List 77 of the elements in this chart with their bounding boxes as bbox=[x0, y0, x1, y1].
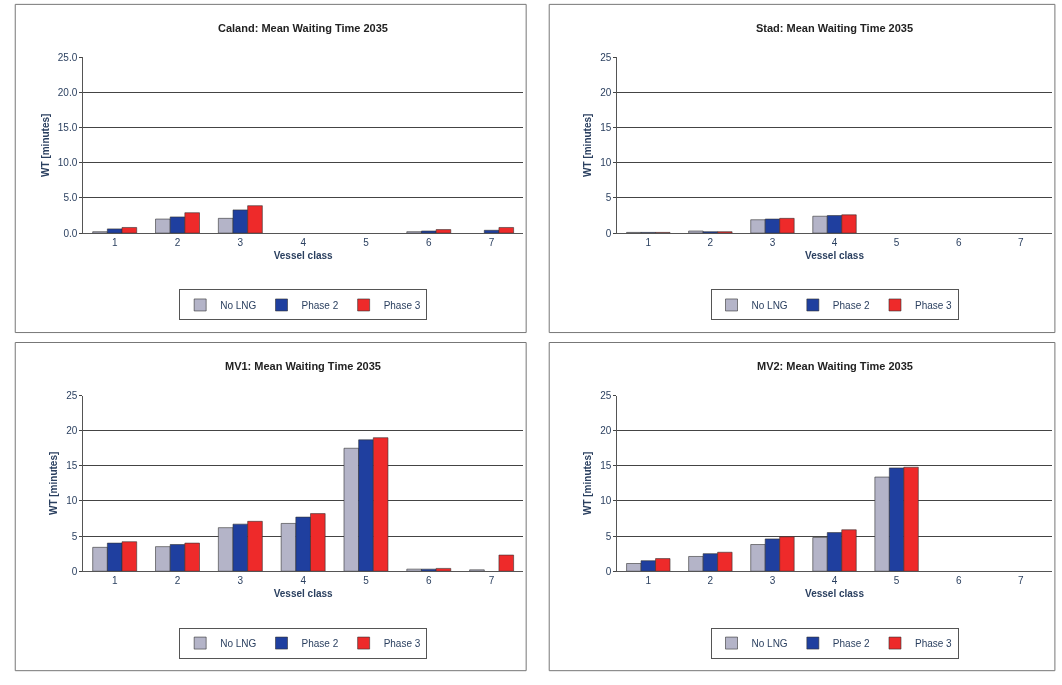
y-axis-title: WT [minutes] bbox=[582, 451, 594, 516]
y-tick-label: 20 bbox=[66, 425, 78, 437]
y-tick-label: 10.0 bbox=[57, 157, 78, 169]
y-tick-label: 25.0 bbox=[57, 51, 78, 63]
y-tick-label: 15 bbox=[600, 122, 612, 134]
x-tick-label: 2 bbox=[707, 575, 714, 587]
bar bbox=[498, 554, 514, 572]
legend-label: No LNG bbox=[751, 637, 788, 649]
x-tick-label: 2 bbox=[174, 237, 181, 249]
x-tick-label: 3 bbox=[237, 575, 244, 587]
chart-title: Stad: Mean Waiting Time 2035 bbox=[756, 22, 914, 34]
x-tick-label: 4 bbox=[831, 237, 838, 249]
x-tick-label: 1 bbox=[645, 575, 652, 587]
legend-label: No LNG bbox=[220, 637, 257, 649]
x-tick-label: 7 bbox=[1017, 237, 1024, 249]
chart-title: MV2: Mean Waiting Time 2035 bbox=[757, 360, 913, 372]
y-axis-title: WT [minutes] bbox=[582, 113, 594, 177]
x-tick-label: 3 bbox=[769, 575, 776, 587]
x-tick-label: 7 bbox=[488, 237, 495, 249]
y-tick-label: 5 bbox=[71, 530, 78, 542]
y-tick-label: 5 bbox=[605, 530, 612, 542]
x-tick-label: 2 bbox=[174, 575, 181, 587]
x-tick-label: 3 bbox=[769, 237, 776, 249]
x-tick-label: 1 bbox=[111, 237, 118, 249]
y-tick-label: 5.0 bbox=[63, 192, 78, 204]
x-tick-label: 6 bbox=[426, 575, 433, 587]
x-axis-title: Vessel class bbox=[805, 587, 865, 599]
y-tick-label: 25 bbox=[66, 390, 78, 402]
y-tick-label: 15.0 bbox=[57, 122, 78, 134]
y-tick-label: 0 bbox=[71, 565, 78, 577]
legend-label: Phase 3 bbox=[383, 299, 421, 311]
x-tick-label: 6 bbox=[426, 237, 433, 249]
x-axis-title: Vessel class bbox=[805, 249, 865, 261]
legend-label: No LNG bbox=[220, 299, 257, 311]
x-tick-label: 5 bbox=[363, 237, 370, 249]
y-axis-title: WT [minutes] bbox=[39, 113, 51, 177]
x-tick-label: 1 bbox=[111, 575, 118, 587]
x-tick-label: 6 bbox=[955, 575, 962, 587]
y-tick-label: 0 bbox=[605, 565, 612, 577]
legend-label: Phase 3 bbox=[383, 637, 421, 649]
y-tick-label: 10 bbox=[600, 157, 612, 169]
y-tick-label: 25 bbox=[600, 390, 612, 402]
y-tick-label: 5 bbox=[605, 192, 612, 204]
legend-label: Phase 3 bbox=[914, 299, 953, 311]
legend-label: Phase 2 bbox=[832, 637, 870, 649]
x-tick-label: 4 bbox=[300, 237, 307, 249]
x-tick-label: 5 bbox=[893, 575, 900, 587]
chart-title: Caland: Mean Waiting Time 2035 bbox=[218, 22, 388, 34]
y-tick-label: 15 bbox=[600, 460, 612, 472]
x-tick-label: 7 bbox=[1017, 575, 1024, 587]
legend-label: Phase 2 bbox=[301, 299, 339, 311]
y-tick-label: 20.0 bbox=[57, 87, 78, 99]
x-tick-label: 1 bbox=[645, 237, 652, 249]
chart-title: MV1: Mean Waiting Time 2035 bbox=[225, 360, 381, 372]
x-tick-label: 4 bbox=[300, 575, 307, 587]
legend-label: Phase 3 bbox=[914, 637, 953, 649]
x-axis-title: Vessel class bbox=[273, 587, 334, 599]
x-tick-label: 6 bbox=[955, 237, 962, 249]
y-tick-label: 10 bbox=[600, 495, 612, 507]
y-tick-label: 20 bbox=[600, 87, 612, 99]
legend-label: Phase 2 bbox=[832, 299, 870, 311]
y-tick-label: 10 bbox=[66, 495, 78, 507]
x-tick-label: 5 bbox=[893, 237, 900, 249]
legend-label: No LNG bbox=[751, 299, 788, 311]
x-axis-title: Vessel class bbox=[273, 249, 334, 261]
y-axis-title: WT [minutes] bbox=[48, 451, 60, 516]
y-tick-label: 0 bbox=[605, 227, 612, 239]
x-tick-label: 7 bbox=[488, 575, 495, 587]
x-tick-label: 2 bbox=[707, 237, 714, 249]
y-tick-label: 20 bbox=[600, 425, 612, 437]
x-tick-label: 3 bbox=[237, 237, 244, 249]
legend-label: Phase 2 bbox=[301, 637, 339, 649]
y-tick-label: 15 bbox=[66, 460, 78, 472]
x-tick-label: 4 bbox=[831, 575, 838, 587]
y-tick-label: 25 bbox=[600, 51, 612, 63]
x-tick-label: 5 bbox=[363, 575, 370, 587]
y-tick-label: 0.0 bbox=[63, 227, 78, 239]
